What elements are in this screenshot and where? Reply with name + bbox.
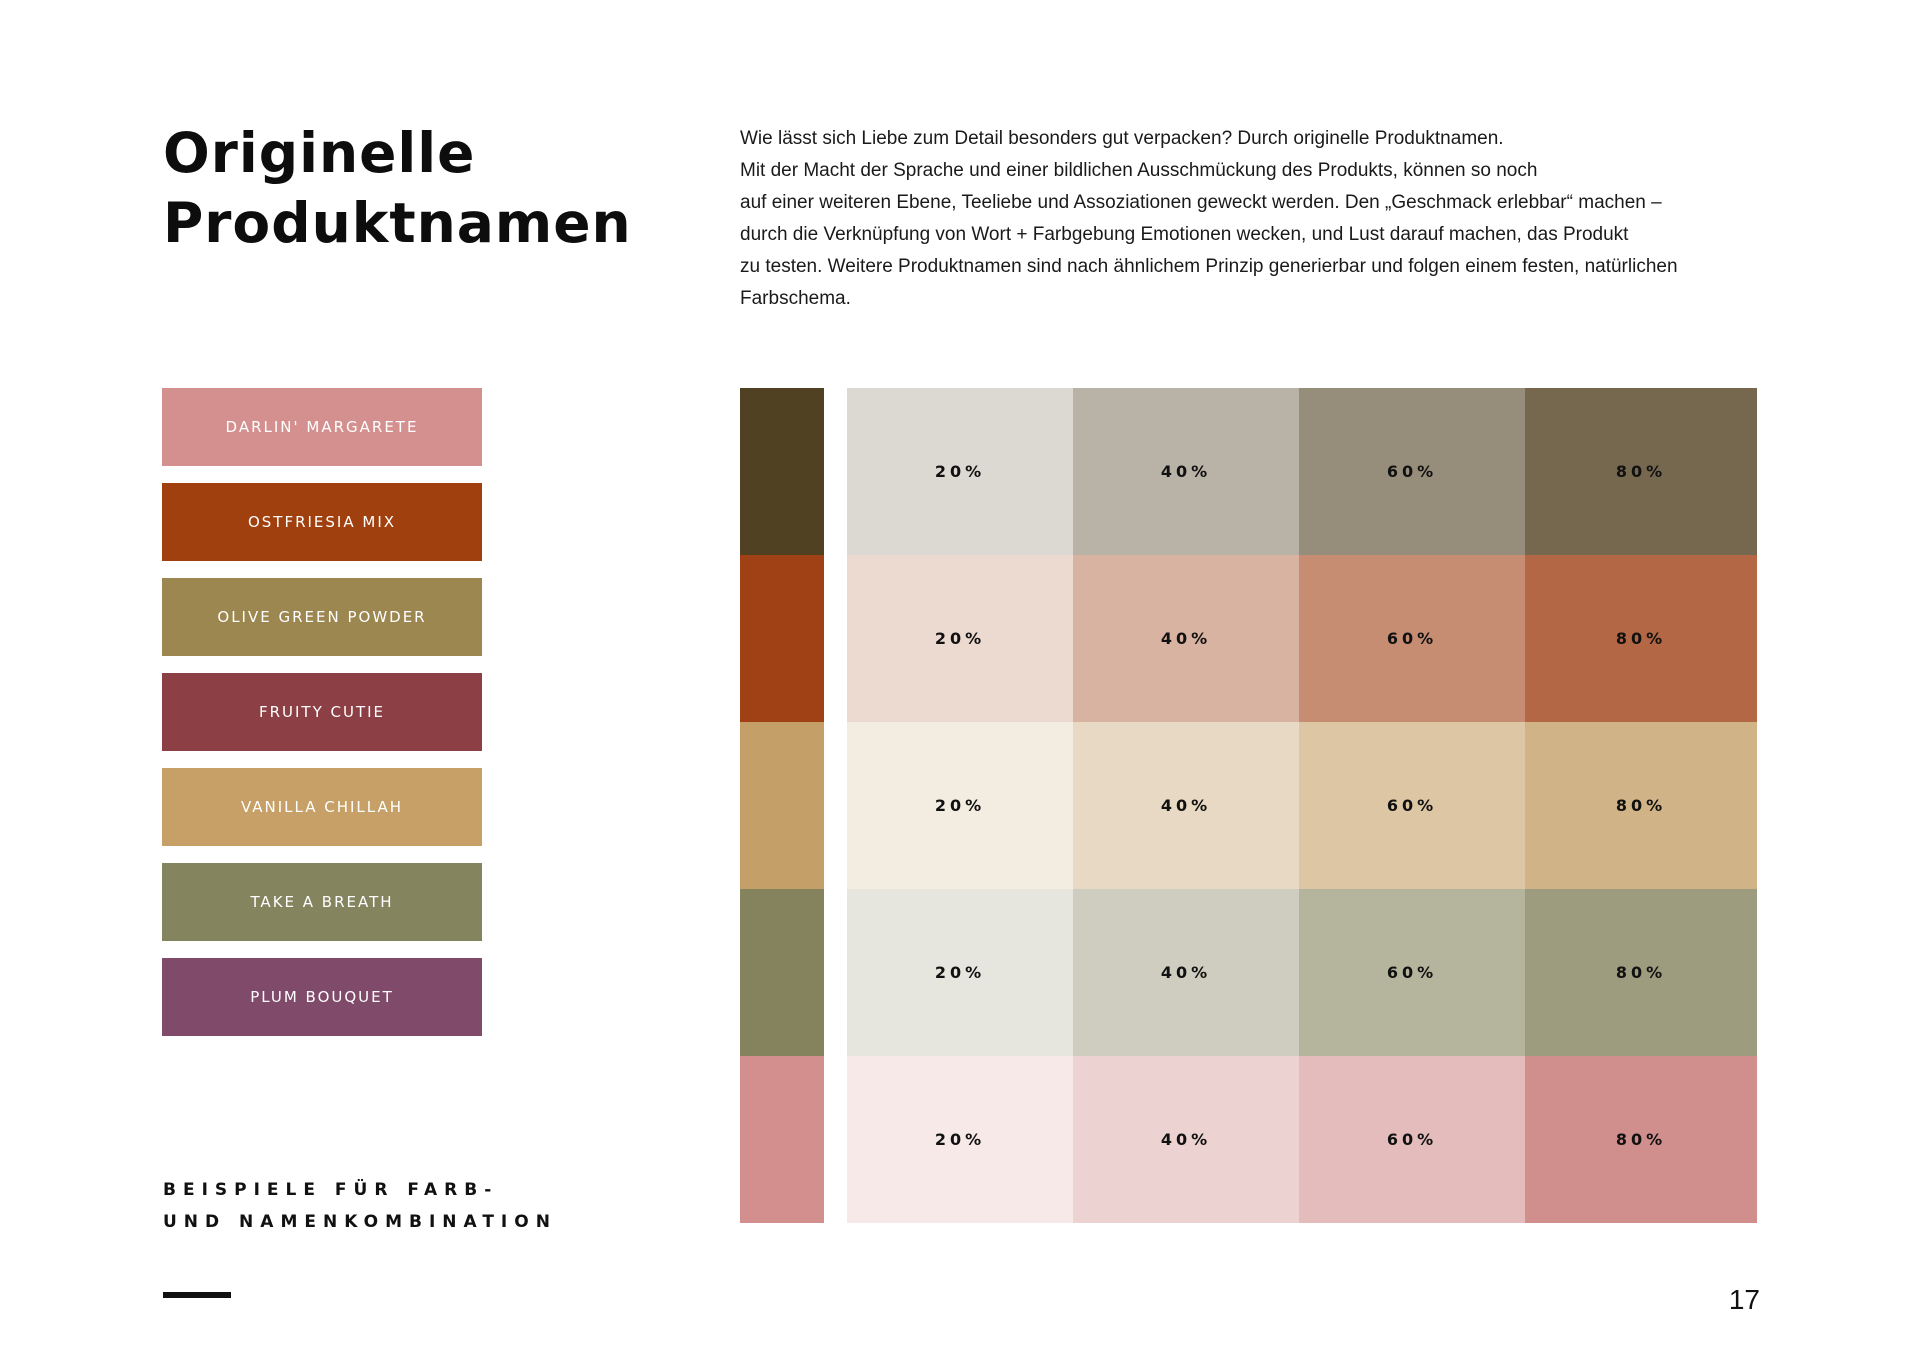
tint-swatch: 20% (847, 1056, 1073, 1223)
tint-percentage-label: 40% (1160, 629, 1212, 648)
tint-percentage-label: 60% (1386, 963, 1438, 982)
tint-percentage-label: 60% (1386, 629, 1438, 648)
base-color-swatch (740, 388, 824, 555)
tint-swatch: 80% (1525, 889, 1757, 1056)
palette-row: 20% 40% 60% 80% (740, 1056, 1760, 1223)
product-name-list: Darlin' Margarete Ostfriesia Mix Olive G… (162, 388, 482, 1053)
product-tag-label: Plum Bouquet (250, 988, 394, 1006)
intro-line: auf einer weiteren Ebene, Teeliebe und A… (740, 192, 1662, 213)
tint-swatch: 40% (1073, 889, 1299, 1056)
tint-percentage-label: 40% (1160, 462, 1212, 481)
intro-paragraph: Wie lässt sich Liebe zum Detail besonder… (740, 123, 1770, 315)
palette-row: 20% 40% 60% 80% (740, 555, 1760, 722)
tint-swatch: 40% (1073, 388, 1299, 555)
tint-swatch: 60% (1299, 1056, 1525, 1223)
tint-swatch: 20% (847, 722, 1073, 889)
tint-percentage-label: 20% (934, 629, 986, 648)
tint-swatch: 20% (847, 388, 1073, 555)
product-tag-darlin-margarete[interactable]: Darlin' Margarete (162, 388, 482, 466)
tint-percentage-label: 40% (1160, 1130, 1212, 1149)
product-tag-label: Fruity Cutie (258, 703, 386, 721)
tint-swatch: 40% (1073, 1056, 1299, 1223)
product-tag-vanilla-chillah[interactable]: Vanilla Chillah (162, 768, 482, 846)
product-tag-label: Olive Green Powder (217, 608, 427, 626)
intro-line: zu testen. Weitere Produktnamen sind nac… (740, 256, 1678, 277)
tint-swatch: 40% (1073, 555, 1299, 722)
product-tag-label: Take a Breath (250, 893, 394, 911)
product-tag-label: Ostfriesia Mix (247, 513, 397, 531)
tint-swatch: 60% (1299, 722, 1525, 889)
tint-percentage-label: 40% (1160, 796, 1212, 815)
product-tag-label: Vanilla Chillah (240, 798, 404, 816)
tint-percentage-label: 20% (934, 796, 986, 815)
page-title: Originelle Produktnamen (163, 118, 683, 258)
tint-percentage-label: 20% (934, 1130, 986, 1149)
base-color-swatch (740, 889, 824, 1056)
product-tag-label: Darlin' Margarete (225, 418, 419, 436)
product-tag-olive-green-powder[interactable]: Olive Green Powder (162, 578, 482, 656)
tint-swatch: 20% (847, 555, 1073, 722)
product-tag-fruity-cutie[interactable]: Fruity Cutie (162, 673, 482, 751)
footer-rule (163, 1292, 231, 1298)
tint-percentage-label: 80% (1615, 462, 1667, 481)
footer-caption-line: BEISPIELE FÜR FARB- (163, 1180, 499, 1200)
tint-swatch: 20% (847, 889, 1073, 1056)
tint-swatch: 40% (1073, 722, 1299, 889)
tint-swatch: 80% (1525, 388, 1757, 555)
intro-line: Farbschema. (740, 288, 851, 309)
tint-swatch: 80% (1525, 722, 1757, 889)
page-number: 17 (1728, 1284, 1760, 1315)
tint-swatch: 60% (1299, 889, 1525, 1056)
tint-percentage-label: 80% (1615, 1130, 1667, 1149)
title-line: Produktnamen (163, 191, 632, 255)
base-color-swatch (740, 722, 824, 889)
intro-line: durch die Verknüpfung von Wort + Farbgeb… (740, 224, 1629, 245)
tint-swatch: 60% (1299, 555, 1525, 722)
tint-percentage-label: 80% (1615, 796, 1667, 815)
base-color-swatch (740, 555, 824, 722)
tint-percentage-label: 60% (1386, 462, 1438, 481)
tint-percentage-label: 60% (1386, 1130, 1438, 1149)
intro-line: Wie lässt sich Liebe zum Detail besonder… (740, 128, 1504, 149)
palette-row: 20% 40% 60% 80% (740, 722, 1760, 889)
tint-percentage-label: 20% (934, 963, 986, 982)
intro-line: Mit der Macht der Sprache und einer bild… (740, 160, 1538, 181)
tint-percentage-label: 60% (1386, 796, 1438, 815)
palette-row: 20% 40% 60% 80% (740, 388, 1760, 555)
product-tag-ostfriesia-mix[interactable]: Ostfriesia Mix (162, 483, 482, 561)
palette-row: 20% 40% 60% 80% (740, 889, 1760, 1056)
tint-percentage-label: 20% (934, 462, 986, 481)
product-tag-take-a-breath[interactable]: Take a Breath (162, 863, 482, 941)
tint-swatch: 80% (1525, 1056, 1757, 1223)
tint-swatch: 80% (1525, 555, 1757, 722)
tint-percentage-label: 40% (1160, 963, 1212, 982)
base-color-swatch (740, 1056, 824, 1223)
footer-caption: BEISPIELE FÜR FARB- UND NAMENKOMBINATION (163, 1174, 557, 1238)
product-tag-plum-bouquet[interactable]: Plum Bouquet (162, 958, 482, 1036)
title-line: Originelle (163, 121, 476, 185)
tint-percentage-label: 80% (1615, 629, 1667, 648)
tint-swatch: 60% (1299, 388, 1525, 555)
footer-caption-line: UND NAMENKOMBINATION (163, 1212, 557, 1232)
tint-percentage-label: 80% (1615, 963, 1667, 982)
